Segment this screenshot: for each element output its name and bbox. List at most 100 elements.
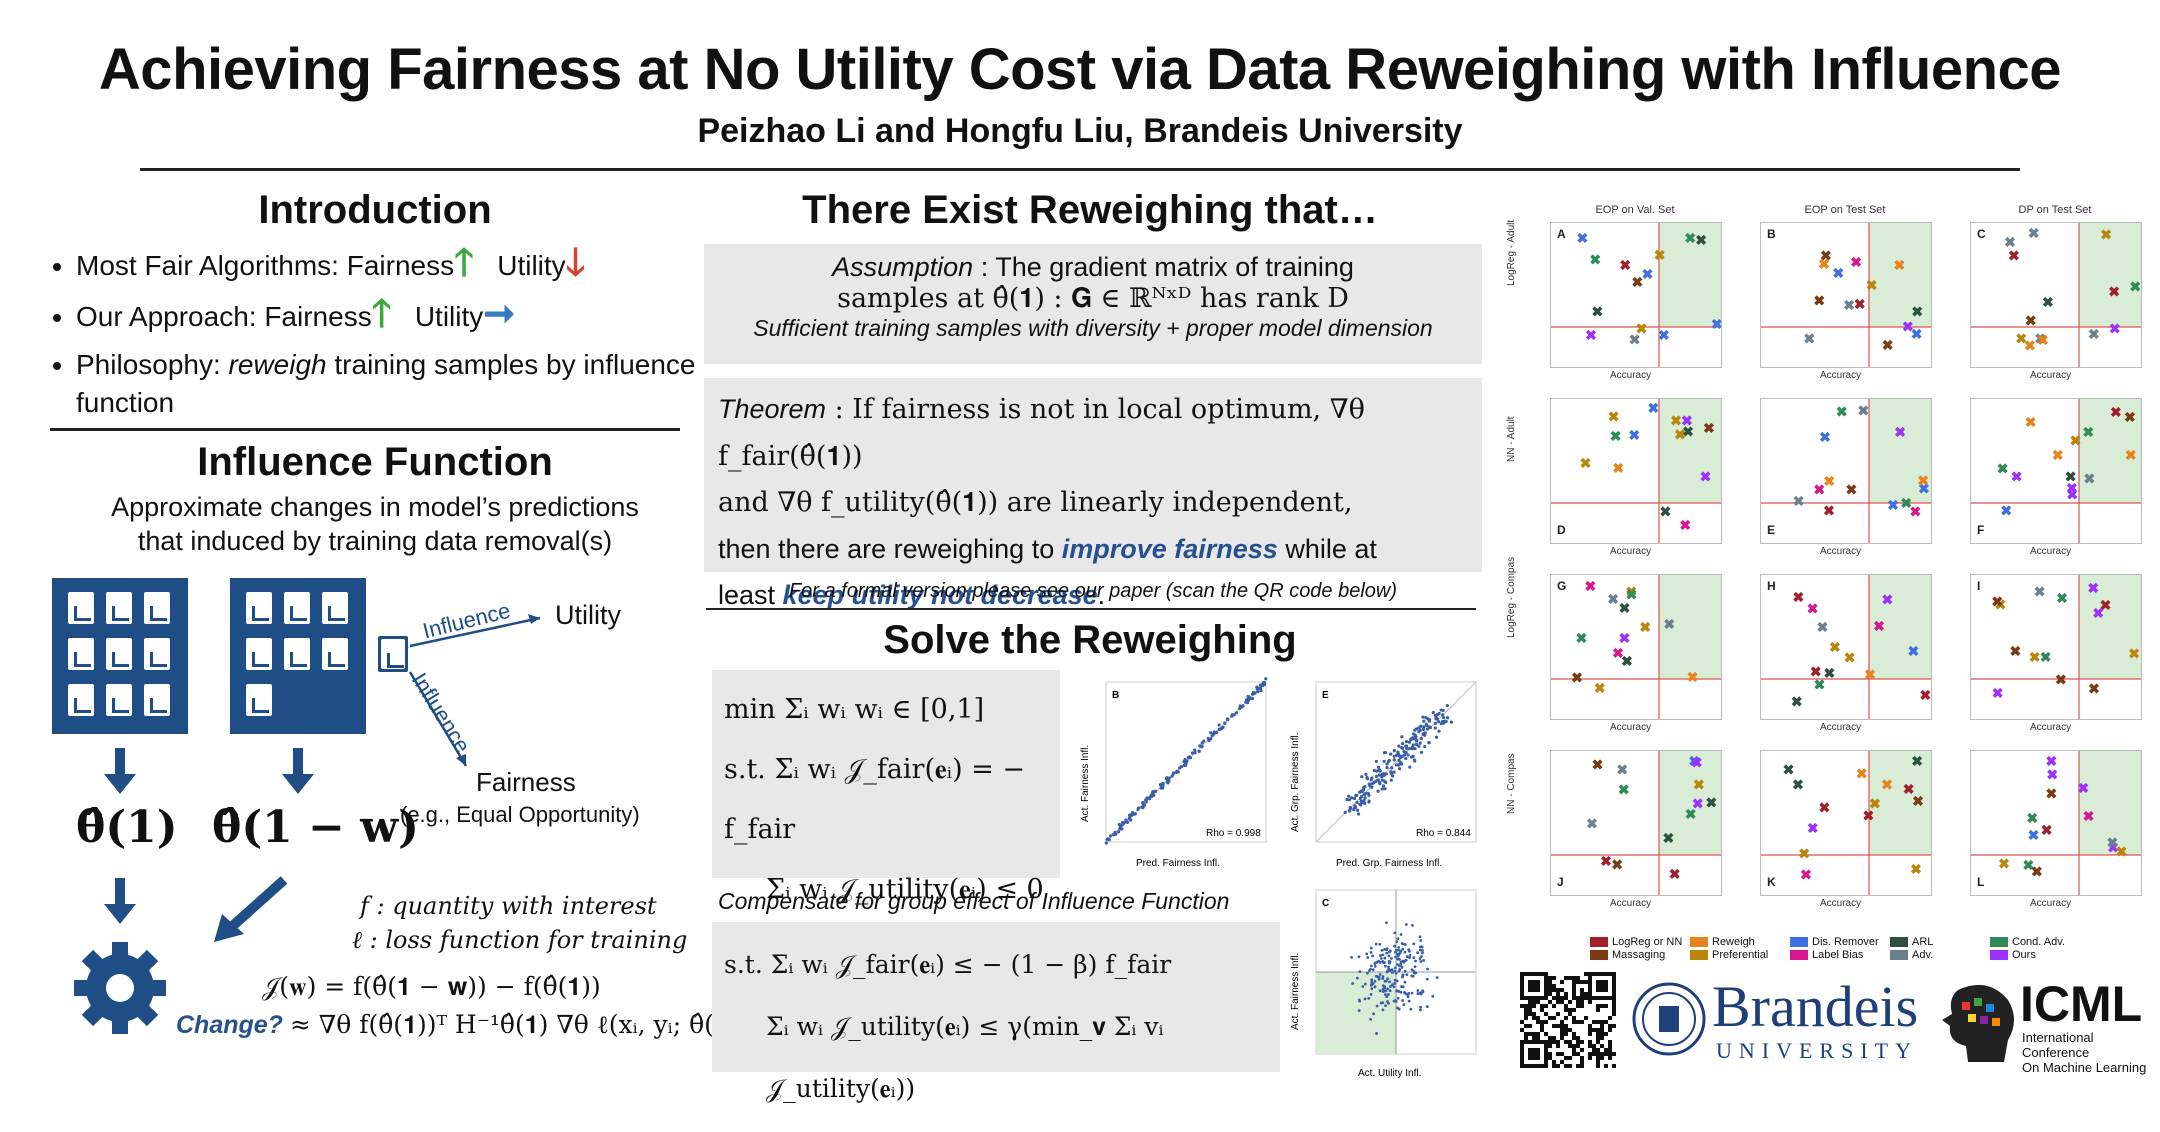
scatter-point bbox=[1433, 721, 1437, 725]
scatter-point bbox=[1375, 1004, 1379, 1008]
scatter-point bbox=[1378, 942, 1382, 946]
scatter-point bbox=[1385, 765, 1389, 770]
result-marker: ✖ bbox=[2000, 503, 2012, 519]
y-axis-label: Act. Fairness Infl. bbox=[1080, 745, 1091, 822]
result-marker: ✖ bbox=[1636, 320, 1648, 336]
result-panel: ✖ ✖ ✖ ✖ ✖ ✖ ✖ ✖ ✖ ✖ ✖ ✖ ✖ ✖ B bbox=[1760, 222, 1932, 368]
scatter-point bbox=[1421, 949, 1424, 952]
up-arrow-icon: 🡑 bbox=[371, 293, 392, 335]
scatter-point bbox=[1392, 749, 1396, 753]
scatter-point bbox=[1402, 1003, 1406, 1007]
result-marker: ✖ bbox=[2109, 321, 2121, 337]
result-marker: ✖ bbox=[1626, 587, 1638, 603]
scatter-point bbox=[1395, 753, 1399, 757]
result-marker: ✖ bbox=[2100, 597, 2112, 613]
x-axis-label: Accuracy bbox=[1610, 546, 1652, 557]
scatter-point bbox=[1347, 794, 1351, 798]
scatter-point bbox=[1383, 787, 1387, 791]
scatter-point bbox=[1369, 993, 1373, 996]
scatter-point bbox=[1130, 813, 1134, 817]
scatter-point bbox=[1401, 975, 1404, 979]
right-arrow-icon: ➞ bbox=[483, 293, 516, 335]
scatter-point bbox=[1413, 728, 1417, 732]
row-label: NN - Adult bbox=[1506, 416, 1517, 462]
row-label: LogReg - Adult bbox=[1506, 219, 1517, 286]
result-marker: ✖ bbox=[1594, 680, 1606, 696]
plot-label: E bbox=[1322, 690, 1329, 701]
scatter-point bbox=[1395, 940, 1399, 944]
influence-definition-eq: 𝒥(𝐰) = f(θ̂(𝟏 − 𝐰)) − f(θ̂(𝟏)) bbox=[262, 972, 601, 1001]
scatter-point bbox=[1418, 935, 1422, 939]
scatter-point bbox=[1160, 784, 1164, 788]
scatter-point bbox=[1141, 800, 1145, 805]
scatter-point bbox=[1374, 759, 1379, 764]
scatter-point bbox=[1395, 963, 1399, 966]
scatter-point bbox=[1437, 729, 1441, 733]
scatter-point bbox=[1390, 968, 1394, 972]
l-definition: ℓ : loss function for training bbox=[352, 926, 688, 954]
result-marker: ✖ bbox=[1687, 669, 1699, 685]
scatter-point bbox=[1437, 720, 1441, 724]
scatter-plot-c: C Act. Utility Infl. Act. Fairness Infl. bbox=[1290, 889, 1477, 1079]
scatter-point bbox=[1408, 953, 1412, 957]
result-marker: ✖ bbox=[2015, 330, 2027, 346]
scatter-point bbox=[1404, 756, 1408, 761]
scatter-point bbox=[1369, 950, 1373, 954]
scatter-point bbox=[1441, 713, 1445, 717]
bullet-our-approach: Our Approach: Fairness🡑 Utility➞ bbox=[76, 295, 716, 336]
scatter-point bbox=[1412, 956, 1416, 960]
result-marker: ✖ bbox=[1843, 297, 1855, 313]
x-axis-label: Accuracy bbox=[1820, 722, 1862, 733]
scatter-point bbox=[1421, 989, 1425, 993]
scatter-point bbox=[1375, 960, 1379, 964]
scatter-point bbox=[1388, 989, 1392, 993]
result-marker: ✖ bbox=[1628, 427, 1640, 443]
scatter-point bbox=[1371, 968, 1375, 972]
scatter-point bbox=[1207, 738, 1211, 743]
scatter-point bbox=[1408, 765, 1412, 769]
scatter-point bbox=[1383, 993, 1387, 996]
result-marker: ✖ bbox=[1625, 583, 1637, 599]
result-marker: ✖ bbox=[1820, 247, 1832, 263]
scatter-point bbox=[1384, 989, 1388, 993]
scatter-point bbox=[1217, 728, 1221, 732]
result-marker: ✖ bbox=[2026, 810, 2038, 826]
scatter-point bbox=[1411, 754, 1415, 759]
brandeis-seal-icon bbox=[1632, 982, 1706, 1056]
scatter-point bbox=[1402, 750, 1406, 754]
result-marker: ✖ bbox=[1807, 600, 1819, 616]
result-marker: ✖ bbox=[1991, 594, 2003, 610]
scatter-point bbox=[1401, 947, 1405, 951]
scatter-point bbox=[1151, 791, 1155, 795]
icml-subtitle: International Conference On Machine Lear… bbox=[2022, 1030, 2147, 1075]
scatter-point bbox=[1365, 952, 1369, 956]
theta-removed: θ̂(𝟏 − 𝐰) bbox=[212, 802, 419, 853]
result-marker: ✖ bbox=[2052, 447, 2064, 463]
down-arrow-icon bbox=[282, 748, 314, 794]
scatter-point bbox=[1388, 985, 1392, 988]
scatter-point bbox=[1396, 996, 1400, 1000]
fairness-label: Fairness bbox=[476, 767, 576, 797]
scatter-point bbox=[1420, 955, 1423, 958]
scatter-point bbox=[1377, 780, 1382, 785]
brandeis-logo: Brandeis bbox=[1712, 974, 1919, 1039]
up-arrow-icon: 🡑 bbox=[454, 242, 474, 284]
scatter-point bbox=[1374, 942, 1378, 946]
scatter-point bbox=[1357, 790, 1362, 794]
scatter-point bbox=[1234, 711, 1238, 715]
scatter-point bbox=[1200, 741, 1204, 745]
result-marker: ✖ bbox=[1798, 845, 1810, 861]
scatter-point bbox=[1380, 772, 1384, 777]
result-marker: ✖ bbox=[1619, 600, 1631, 616]
result-marker: ✖ bbox=[2046, 766, 2058, 782]
scatter-point bbox=[1397, 945, 1401, 949]
col-title: DP on Test Set bbox=[2018, 204, 2092, 216]
scatter-point bbox=[1389, 752, 1393, 756]
scatter-point bbox=[1410, 968, 1414, 972]
rho-label: Rho = 0.844 bbox=[1416, 828, 1471, 839]
scatter-point bbox=[1355, 800, 1359, 804]
scatter-point bbox=[1397, 744, 1401, 748]
qr-code-icon[interactable] bbox=[1520, 972, 1616, 1068]
scatter-point bbox=[1409, 1007, 1413, 1011]
scatter-point bbox=[1187, 755, 1192, 759]
